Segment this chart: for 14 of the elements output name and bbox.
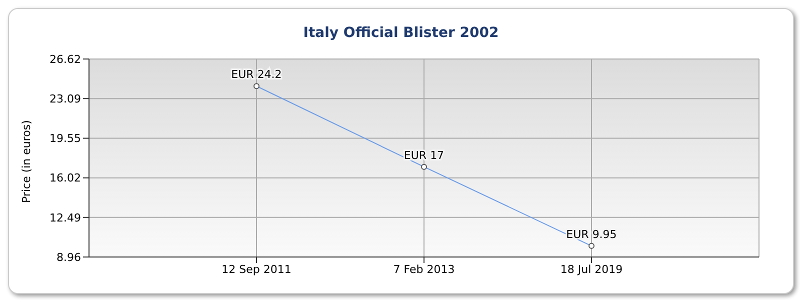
y-tick-label: 8.96 [56, 250, 81, 264]
x-tick-label: 7 Feb 2013 [393, 262, 455, 276]
y-tick-label: 12.49 [50, 211, 81, 224]
y-tick-label: 19.55 [50, 132, 81, 146]
y-tick-label: 16.02 [50, 172, 81, 185]
chart-title: Italy Official Blister 2002 [302, 24, 500, 43]
data-label: EUR 24.2 [231, 68, 282, 82]
y-axis-title: Price (in euros) [20, 120, 33, 203]
y-tick-label: 23.09 [50, 92, 81, 106]
x-tick-label: 18 Jul 2019 [560, 262, 623, 276]
x-tick-label: 12 Sep 2011 [222, 262, 292, 276]
data-label: EUR 9.95 [566, 228, 617, 241]
y-tick-label: 26.62 [50, 52, 81, 66]
data-label: EUR 17 [404, 148, 444, 162]
